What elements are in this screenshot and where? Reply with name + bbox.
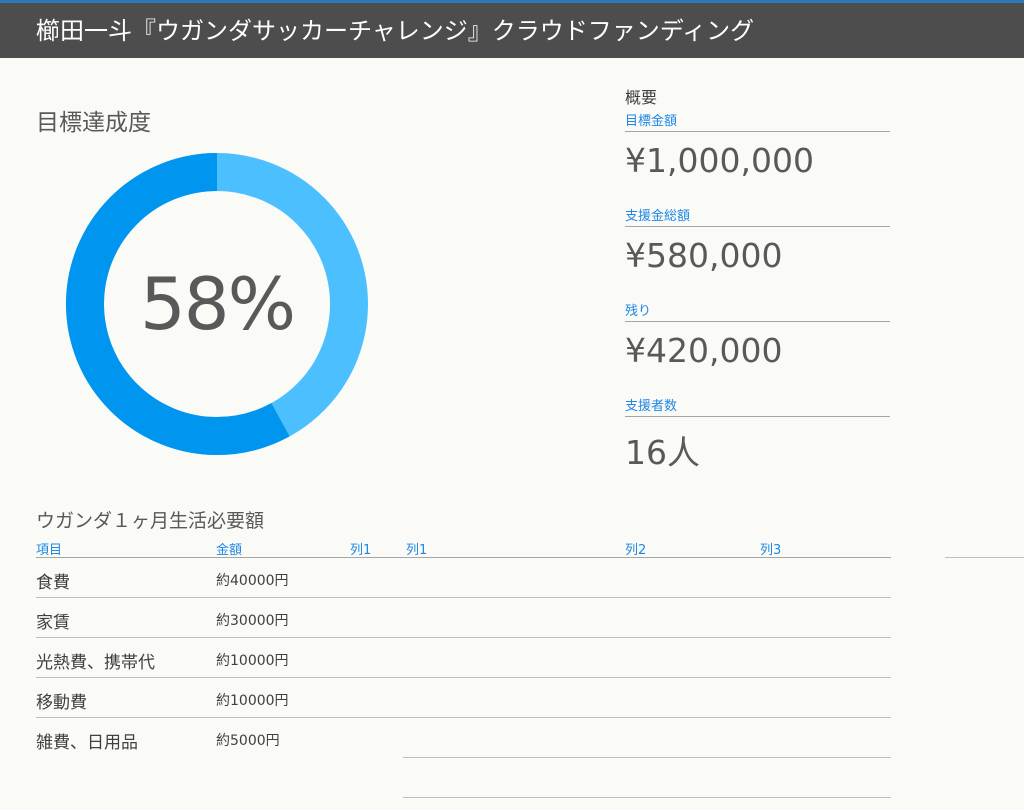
cell-item: 移動費 bbox=[36, 693, 87, 713]
column-header-col2[interactable]: 列2 bbox=[625, 543, 647, 558]
divider-line bbox=[403, 757, 891, 758]
metric-value: ¥1,000,000 bbox=[625, 141, 814, 180]
column-header-col1-second[interactable]: 列1 bbox=[406, 543, 428, 558]
cell-amount: 約10000円 bbox=[216, 653, 289, 669]
metric-value: 16人 bbox=[625, 433, 700, 472]
cell-amount: 約5000円 bbox=[216, 733, 280, 749]
progress-donut: 58% bbox=[65, 152, 369, 456]
donut-chart bbox=[66, 153, 368, 455]
column-header-col1[interactable]: 列1 bbox=[350, 543, 372, 558]
table-row[interactable]: 雑費、日用品 約5000円 bbox=[36, 718, 891, 758]
cell-amount: 約10000円 bbox=[216, 693, 289, 709]
table-row[interactable]: 家賃 約30000円 bbox=[36, 598, 891, 638]
title-bar: 櫛田一斗『ウガンダサッカーチャレンジ』クラウドファンディング bbox=[0, 0, 1024, 58]
metric-label: 支援金総額 bbox=[625, 209, 890, 227]
metric-supporter-count: 支援者数 16人 bbox=[625, 399, 890, 474]
table-row[interactable]: 移動費 約10000円 bbox=[36, 678, 891, 718]
metric-value: ¥420,000 bbox=[625, 331, 783, 370]
metric-total-support: 支援金総額 ¥580,000 bbox=[625, 209, 890, 275]
table-row[interactable]: 光熱費、携帯代 約10000円 bbox=[36, 638, 891, 678]
cell-item: 家賃 bbox=[36, 613, 70, 633]
table-row[interactable]: 食費 約40000円 bbox=[36, 558, 891, 598]
donut-achieved-segment bbox=[66, 153, 368, 455]
cell-item: 光熱費、携帯代 bbox=[36, 653, 155, 673]
metric-goal-amount: 目標金額 ¥1,000,000 bbox=[625, 114, 890, 180]
metric-label: 支援者数 bbox=[625, 399, 890, 417]
table-title: ウガンダ１ヶ月生活必要額 bbox=[36, 510, 265, 532]
cell-item: 食費 bbox=[36, 573, 70, 593]
divider-line bbox=[945, 557, 1024, 558]
progress-percent: 58% bbox=[139, 262, 296, 346]
column-header-col3[interactable]: 列3 bbox=[760, 543, 782, 558]
column-header-amount[interactable]: 金額 bbox=[216, 543, 243, 558]
metric-value: ¥580,000 bbox=[625, 236, 783, 275]
divider-line bbox=[403, 797, 891, 798]
cell-item: 雑費、日用品 bbox=[36, 733, 138, 753]
cell-amount: 約30000円 bbox=[216, 613, 289, 629]
column-header-item[interactable]: 項目 bbox=[36, 543, 63, 558]
cell-amount: 約40000円 bbox=[216, 573, 289, 589]
metric-label: 目標金額 bbox=[625, 114, 890, 132]
page-title: 櫛田一斗『ウガンダサッカーチャレンジ』クラウドファンディング bbox=[36, 17, 755, 45]
progress-title: 目標達成度 bbox=[36, 110, 151, 136]
metric-remaining: 残り ¥420,000 bbox=[625, 304, 890, 370]
metric-label: 残り bbox=[625, 304, 890, 322]
summary-heading: 概要 bbox=[625, 88, 658, 107]
table-header: 項目 金額 列1 列1 列2 列3 bbox=[36, 538, 891, 558]
